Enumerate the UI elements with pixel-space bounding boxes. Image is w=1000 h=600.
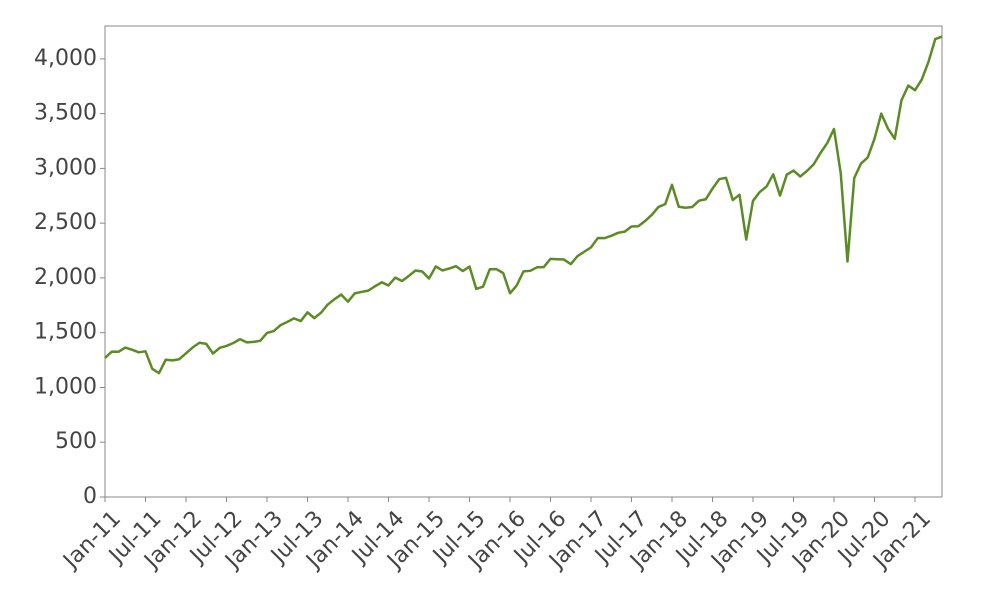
y-tick-label: 1,000 <box>34 374 97 399</box>
y-tick-label: 2,000 <box>34 265 97 290</box>
y-tick-label: 3,000 <box>34 155 97 180</box>
y-tick-label: 1,500 <box>34 320 97 345</box>
plot-frame <box>104 25 943 498</box>
y-tick-label: 2,500 <box>34 210 97 235</box>
y-tick-label: 500 <box>55 429 97 454</box>
y-tick-label: 0 <box>83 484 97 509</box>
y-tick-label: 4,000 <box>34 46 97 71</box>
y-tick-label: 3,500 <box>34 101 97 126</box>
line <box>104 35 943 375</box>
